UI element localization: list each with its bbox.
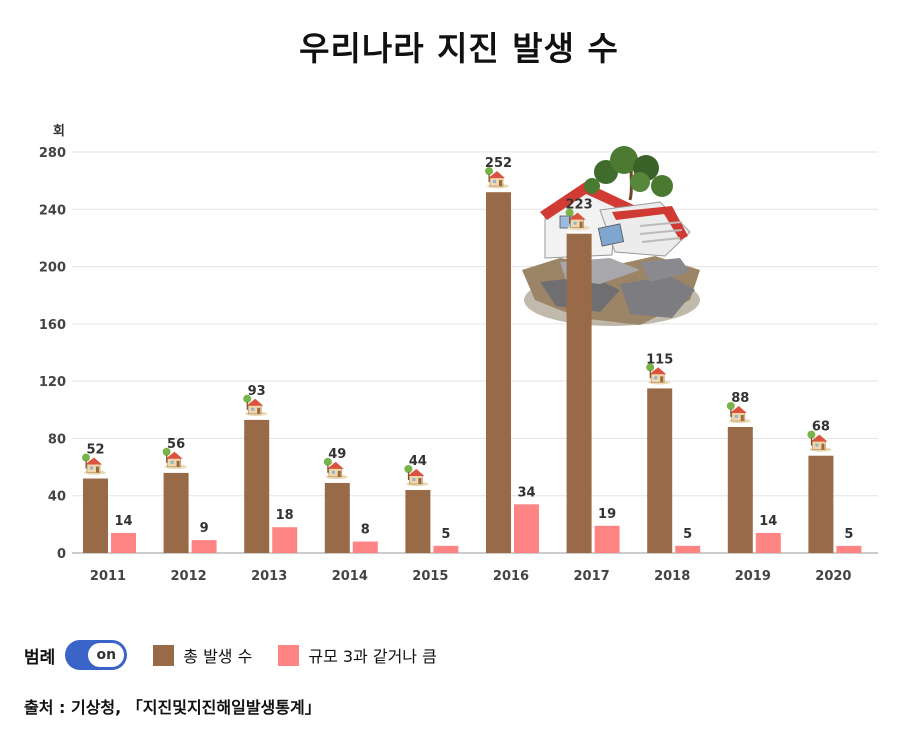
legend-swatch-total <box>153 644 175 666</box>
legend-toggle[interactable]: on <box>65 640 128 670</box>
bar-chart: 52 14 56 9 93 18 49 8 44 5 252 34 223 19 115 5 88 14 68 5 0… <box>39 146 878 584</box>
x-tick-label: 2016 <box>493 569 529 584</box>
x-tick-label: 2015 <box>412 569 448 584</box>
data-label: 115 <box>646 352 673 367</box>
data-label: 88 <box>731 391 749 406</box>
data-label: 9 <box>200 521 209 536</box>
data-label: 8 <box>361 523 370 538</box>
x-tick-label: 2019 <box>735 569 771 584</box>
data-label: 52 <box>86 443 104 458</box>
bar-magnitude3[interactable] <box>594 525 620 553</box>
legend-swatch-magnitude3 <box>278 644 300 666</box>
bar-magnitude3[interactable] <box>836 545 862 553</box>
bar-total[interactable] <box>808 455 834 553</box>
bar-total[interactable] <box>405 489 431 553</box>
x-tick-label: 2017 <box>574 569 610 584</box>
y-tick-label: 40 <box>48 490 66 505</box>
bar-magnitude3[interactable] <box>272 527 298 553</box>
data-label: 5 <box>844 527 853 542</box>
data-label: 252 <box>485 156 512 171</box>
data-label: 5 <box>441 527 450 542</box>
y-tick-label: 0 <box>57 547 66 562</box>
x-tick-label: 2020 <box>815 569 851 584</box>
legend-item-magnitude3[interactable]: 규모 3과 같거나 큼 <box>278 643 437 667</box>
x-tick-label: 2014 <box>332 569 368 584</box>
y-tick-label: 160 <box>39 318 66 333</box>
bar-magnitude3[interactable] <box>433 545 459 553</box>
data-label: 14 <box>114 514 132 529</box>
legend-title: 범례 <box>24 647 56 668</box>
legend-toggle-label: on <box>88 643 125 667</box>
source-note: 출처 : 기상청, 「지진및지진해일발생통계」 <box>24 698 321 717</box>
legend: 범례 on 총 발생 수 규모 3과 같거나 큼 <box>24 638 463 672</box>
y-tick-label: 120 <box>39 375 66 390</box>
bar-total[interactable] <box>83 478 108 553</box>
data-label: 18 <box>276 508 294 523</box>
data-label: 19 <box>598 507 616 522</box>
bar-total[interactable] <box>244 419 270 553</box>
data-label: 223 <box>566 198 593 213</box>
bar-magnitude3[interactable] <box>111 532 136 553</box>
bar-magnitude3[interactable] <box>675 545 701 553</box>
x-tick-label: 2011 <box>90 569 126 584</box>
legend-item-total[interactable]: 총 발생 수 <box>153 643 252 667</box>
bar-magnitude3[interactable] <box>514 504 539 553</box>
bar-total[interactable] <box>647 388 673 553</box>
bar-total[interactable] <box>486 192 511 553</box>
bar-magnitude3[interactable] <box>352 541 378 553</box>
data-label: 5 <box>683 527 692 542</box>
bar-total[interactable] <box>727 426 753 553</box>
bar-total[interactable] <box>566 233 592 553</box>
chart-title: 우리나라 지진 발생 수 <box>299 29 619 68</box>
y-tick-label: 240 <box>39 203 66 218</box>
bar-total[interactable] <box>163 472 189 553</box>
data-label: 34 <box>517 485 535 500</box>
bar-magnitude3[interactable] <box>755 532 781 553</box>
data-label: 49 <box>328 447 346 462</box>
bar-magnitude3[interactable] <box>191 540 217 553</box>
data-label: 44 <box>409 454 427 469</box>
y-tick-label: 80 <box>48 432 66 447</box>
data-label: 56 <box>167 437 185 452</box>
x-tick-label: 2012 <box>171 569 207 584</box>
collapsed-house-illustration <box>522 146 700 326</box>
data-label: 68 <box>812 420 830 435</box>
bar-total[interactable] <box>324 482 350 553</box>
legend-label-total: 총 발생 수 <box>183 647 253 666</box>
x-tick-label: 2013 <box>251 569 287 584</box>
y-axis-unit: 회 <box>53 124 65 139</box>
data-label: 93 <box>248 384 266 399</box>
y-tick-label: 200 <box>39 261 66 276</box>
legend-label-magnitude3: 규모 3과 같거나 큼 <box>308 647 437 666</box>
data-label: 14 <box>759 514 777 529</box>
y-tick-label: 280 <box>39 146 66 161</box>
x-tick-label: 2018 <box>654 569 690 584</box>
